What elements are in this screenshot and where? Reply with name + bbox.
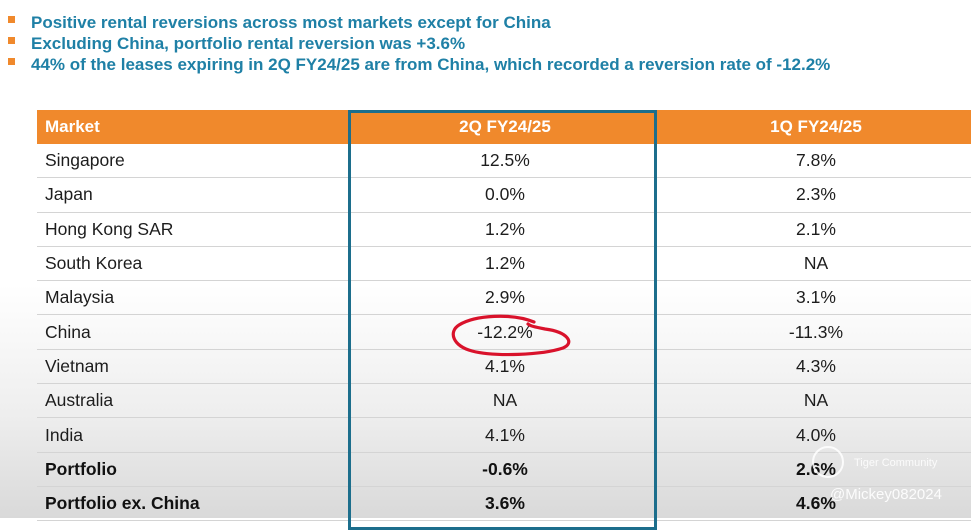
header-2q-fy24-25: 2Q FY24/25 — [349, 110, 661, 144]
table-row: Malaysia 2.9% 3.1% — [37, 280, 971, 316]
table-row: China -12.2% -11.3% — [37, 314, 971, 350]
q2-value-cell: 12.5% — [349, 144, 661, 179]
table-row: Australia NA NA — [37, 383, 971, 419]
q2-value-cell: -12.2% — [349, 314, 661, 350]
q1-value-cell: -11.3% — [661, 314, 971, 350]
rental-reversion-table: Market 2Q FY24/25 1Q FY24/25 Singapore 1… — [37, 110, 971, 522]
market-cell: Australia — [37, 383, 349, 419]
q1-value-cell: 2.3% — [661, 177, 971, 213]
q1-value-cell: 4.0% — [661, 417, 971, 453]
header-market: Market — [37, 110, 349, 144]
bullet-item: 44% of the leases expiring in 2Q FY24/25… — [8, 54, 963, 75]
table-row-portfolio: Portfolio -0.6% 2.6% — [37, 452, 971, 487]
q1-value-cell: 2.1% — [661, 212, 971, 247]
q1-value-cell: 7.8% — [661, 144, 971, 179]
market-cell: Malaysia — [37, 280, 349, 316]
q2-value-cell: 4.1% — [349, 417, 661, 453]
q2-value-cell: 2.9% — [349, 280, 661, 316]
market-cell: Japan — [37, 177, 349, 213]
square-bullet-icon — [8, 58, 15, 65]
bullet-text: Excluding China, portfolio rental revers… — [31, 33, 466, 53]
square-bullet-icon — [8, 37, 15, 44]
q2-value-cell: NA — [349, 383, 661, 419]
q1-value-cell: 2.6% — [661, 452, 971, 487]
market-cell: Hong Kong SAR — [37, 212, 349, 247]
q2-value-cell: 4.1% — [349, 349, 661, 385]
header-1q-fy24-25: 1Q FY24/25 — [661, 110, 971, 144]
q1-value-cell: NA — [661, 383, 971, 419]
table-row: Singapore 12.5% 7.8% — [37, 144, 971, 179]
bullet-text: 44% of the leases expiring in 2Q FY24/25… — [31, 54, 831, 74]
square-bullet-icon — [8, 16, 15, 23]
market-cell: Singapore — [37, 144, 349, 179]
bullet-item: Positive rental reversions across most m… — [8, 12, 963, 33]
table-row-portfolio-ex-china: Portfolio ex. China 3.6% 4.6% — [37, 486, 971, 522]
table-row: Japan 0.0% 2.3% — [37, 177, 971, 213]
q2-value-cell: 0.0% — [349, 177, 661, 213]
market-cell: China — [37, 314, 349, 350]
table-row: Vietnam 4.1% 4.3% — [37, 349, 971, 385]
bullet-item: Excluding China, portfolio rental revers… — [8, 33, 963, 54]
table-row: South Korea 1.2% NA — [37, 246, 971, 282]
q1-value-cell: 3.1% — [661, 280, 971, 316]
bullet-list: Positive rental reversions across most m… — [8, 12, 963, 75]
market-cell: Vietnam — [37, 349, 349, 385]
q2-value-cell: -0.6% — [349, 452, 661, 487]
q2-value-cell: 3.6% — [349, 486, 661, 522]
q2-value-cell: 1.2% — [349, 246, 661, 282]
table-row: India 4.1% 4.0% — [37, 417, 971, 453]
bullet-text: Positive rental reversions across most m… — [31, 12, 551, 32]
market-cell: India — [37, 417, 349, 453]
market-cell: Portfolio — [37, 452, 349, 487]
market-cell: Portfolio ex. China — [37, 486, 349, 522]
table-row: Hong Kong SAR 1.2% 2.1% — [37, 212, 971, 247]
table-header-row: Market 2Q FY24/25 1Q FY24/25 — [37, 110, 971, 144]
market-cell: South Korea — [37, 246, 349, 282]
rental-reversion-table-container: Market 2Q FY24/25 1Q FY24/25 Singapore 1… — [37, 110, 971, 522]
q1-value-cell: 4.6% — [661, 486, 971, 522]
q1-value-cell: 4.3% — [661, 349, 971, 385]
q2-value-cell: 1.2% — [349, 212, 661, 247]
q1-value-cell: NA — [661, 246, 971, 282]
